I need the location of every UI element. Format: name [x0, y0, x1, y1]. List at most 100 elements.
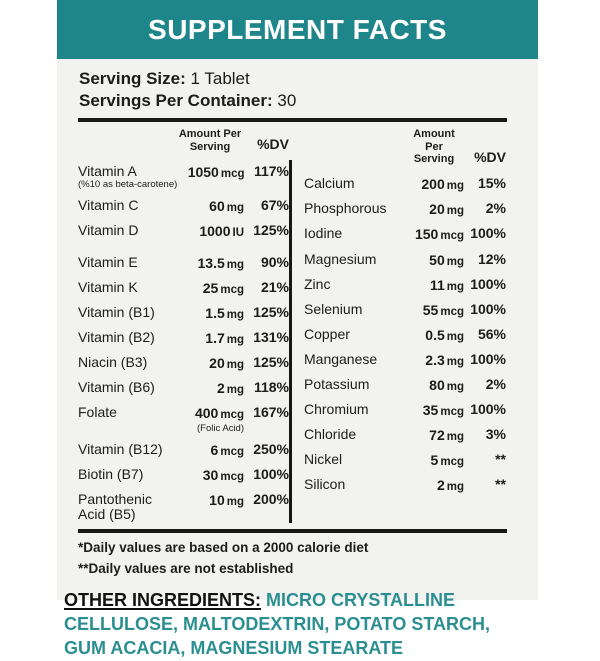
- nutrient-name: Vitamin K: [78, 278, 138, 295]
- nutrient-row: Vitamin A (%10 as beta-carotene) 1050 mcg …: [78, 162, 289, 191]
- footnote-daily-values: *Daily values are based on a 2000 calori…: [78, 539, 369, 555]
- nutrient-name: Silicon: [304, 476, 346, 493]
- dv-header: %DV: [257, 136, 289, 153]
- nutrient-row: Vitamin (B12) 6 mcg 250%: [78, 440, 289, 460]
- nutrient-amount: 2.3 mg: [425, 351, 464, 368]
- serving-info: Serving Size: 1 Tablet Servings Per Cont…: [57, 59, 538, 113]
- nutrient-amount: 10 mg: [209, 491, 244, 508]
- nutrient-name: Vitamin C: [78, 196, 139, 213]
- nutrient-amount: 80 mg: [429, 377, 464, 394]
- nutrient-dv: 100%: [470, 275, 506, 292]
- column-divider-rule: [289, 159, 292, 523]
- divider-top-rule: [78, 117, 507, 122]
- supplement-facts-label: SUPPLEMENT FACTS Serving Size: 1 Tablet …: [57, 0, 538, 658]
- nutrient-row: Biotin (B7) 30 mcg 100%: [78, 465, 289, 485]
- divider-bottom-rule: [78, 528, 507, 533]
- nutrient-row: Copper 0.5 mg 56%: [304, 325, 506, 345]
- column-header-left: Amount Per Serving %DV: [78, 128, 289, 153]
- nutrient-dv: 3%: [485, 426, 506, 443]
- nutrient-row: Magnesium 50 mg 12%: [304, 250, 506, 270]
- nutrient-dv: 100%: [470, 350, 506, 367]
- nutrient-dv: 200%: [253, 490, 289, 507]
- amount-per-serving-header: Amount Per Serving: [178, 127, 242, 153]
- nutrient-amount-note: (Folic Acid): [197, 422, 244, 434]
- nutrient-dv: 167%: [253, 404, 289, 421]
- nutrient-row: Vitamin (B2) 1.7 mg 131%: [78, 328, 289, 348]
- servings-per-container-label: Servings Per Container:: [79, 91, 273, 111]
- nutrient-name: Magnesium: [304, 250, 377, 267]
- nutrient-row: Calcium 200 mg 15%: [304, 175, 506, 194]
- nutrient-amount: 72 mg: [429, 427, 464, 444]
- nutrient-dv: 100%: [253, 465, 289, 482]
- nutrient-row: Nickel 5 mcg **: [304, 451, 506, 470]
- nutrient-dv: 250%: [253, 440, 289, 457]
- nutrient-row: Vitamin K 25 mcg 21%: [78, 278, 289, 298]
- nutrient-amount: 60 mg: [209, 197, 244, 214]
- nutrient-amount: 11 mg: [429, 276, 464, 293]
- other-ingredients-label: OTHER INGREDIENTS:: [64, 590, 262, 611]
- other-ingredients-section: OTHER INGREDIENTS: MICRO CRYSTALLINE CEL…: [64, 589, 528, 661]
- nutrient-name: Niacin (B3): [78, 354, 148, 370]
- nutrient-column-right: Amount Per Serving %DV Calcium 200 mg 15%…: [292, 128, 506, 523]
- nutrient-dv: 21%: [260, 278, 289, 295]
- nutrient-amount: 1000 IU: [199, 223, 244, 240]
- nutrient-name-note: (%10 as beta-carotene): [78, 179, 178, 191]
- nutrient-row: Potassium 80 mg 2%: [304, 376, 506, 395]
- nutrient-dv: **: [495, 451, 506, 468]
- nutrient-amount: 30 mcg: [202, 466, 244, 483]
- nutrient-column-left: Amount Per Serving %DV Vitamin A (%10 as …: [78, 128, 289, 523]
- nutrient-name: Vitamin (B12): [78, 440, 163, 457]
- nutrient-row: Zinc 11 mg 100%: [304, 275, 506, 295]
- nutrient-dv: 125%: [253, 222, 289, 239]
- nutrient-row: Vitamin (B1) 1.5 mg 125%: [78, 303, 289, 323]
- nutrient-dv: 56%: [477, 325, 506, 342]
- amount-per-serving-header: Amount Per Serving: [413, 127, 455, 166]
- nutrient-dv: 67%: [260, 196, 289, 213]
- nutrient-row: Vitamin C 60 mg 67%: [78, 196, 289, 216]
- nutrient-row: Chloride 72 mg 3%: [304, 426, 506, 445]
- nutrient-row: Manganese 2.3 mg 100%: [304, 350, 506, 370]
- nutrient-amount: 400 mcg (Folic Acid): [176, 405, 244, 434]
- serving-size-label: Serving Size:: [79, 69, 186, 88]
- nutrient-amount: 1.7 mg: [205, 329, 244, 346]
- nutrient-row: Selenium 55 mcg 100%: [304, 300, 506, 320]
- nutrient-name: Vitamin E: [78, 253, 138, 270]
- nutrient-amount: 2 mg: [436, 477, 464, 494]
- nutrient-name: Vitamin (B1): [78, 303, 155, 320]
- column-header-right: Amount Per Serving %DV: [304, 128, 506, 166]
- nutrient-amount: 6 mcg: [210, 441, 244, 458]
- footnote-not-established: **Daily values are not established: [78, 560, 294, 576]
- nutrient-name: Chromium: [304, 401, 369, 418]
- nutrient-dv: 2%: [485, 376, 506, 393]
- nutrient-dv: 2%: [485, 200, 506, 217]
- nutrient-row: Iodine 150 mcg 100%: [304, 226, 506, 244]
- nutrient-name: Vitamin A (%10 as beta-carotene): [78, 162, 178, 191]
- nutrient-dv: 131%: [253, 328, 289, 345]
- nutrient-name: Vitamin (B2): [78, 328, 155, 345]
- nutrient-dv: 100%: [470, 401, 506, 418]
- nutrient-row: Pantothenic Acid (B5) 10 mg 200%: [78, 490, 289, 523]
- nutrient-row: Vitamin D 1000 IU 125%: [78, 222, 289, 241]
- nutrient-name: Potassium: [304, 376, 370, 393]
- nutrient-dv: 125%: [253, 303, 289, 320]
- nutrient-row: Vitamin E 13.5 mg 90%: [78, 253, 289, 273]
- nutrient-amount: 35 mcg: [422, 402, 464, 419]
- nutrient-row: Vitamin (B6) 2 mg 118%: [78, 379, 289, 398]
- page-title: SUPPLEMENT FACTS: [148, 13, 447, 45]
- nutrient-amount: 25 mcg: [202, 279, 244, 296]
- nutrient-row: Niacin (B3) 20 mg 125%: [78, 354, 289, 373]
- nutrient-dv: 100%: [470, 225, 506, 242]
- nutrient-amount: 50 mg: [429, 251, 464, 268]
- nutrient-row: Folate 400 mcg (Folic Acid) 167%: [78, 404, 289, 434]
- serving-size-line: Serving Size: 1 Tablet: [79, 68, 538, 90]
- nutrient-dv: 118%: [253, 379, 289, 396]
- title-banner: SUPPLEMENT FACTS: [57, 0, 538, 59]
- nutrient-amount: 1.5 mg: [205, 304, 244, 321]
- servings-per-container-value: 30: [277, 91, 297, 111]
- nutrient-name: Vitamin D: [78, 222, 139, 239]
- nutrient-name: Phosphorous: [304, 200, 387, 217]
- nutrient-rows-left: Vitamin A (%10 as beta-carotene) 1050 mcg …: [78, 156, 289, 522]
- nutrient-name: Pantothenic Acid (B5): [78, 490, 152, 523]
- nutrient-name: Nickel: [304, 451, 343, 468]
- nutrient-name: Selenium: [304, 300, 363, 317]
